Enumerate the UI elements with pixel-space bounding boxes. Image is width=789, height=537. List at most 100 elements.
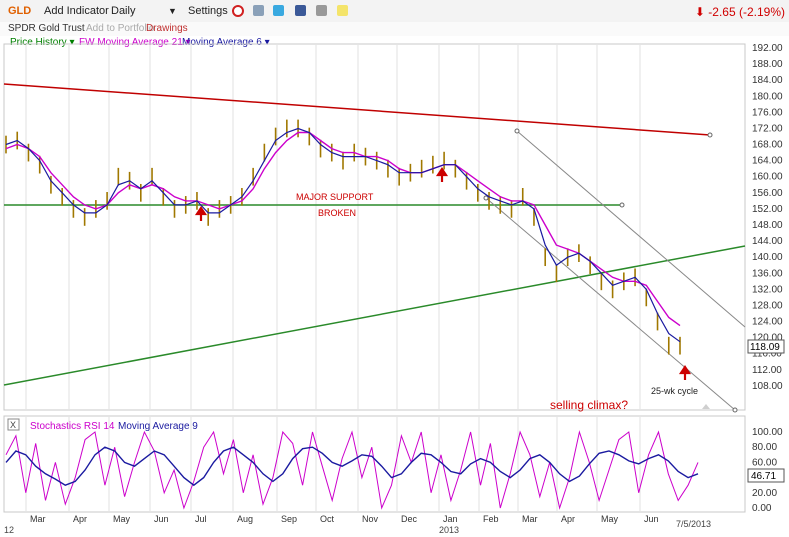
support-handle <box>619 202 625 208</box>
stoch-panel-frame <box>3 415 746 513</box>
red-resistance-trendline <box>3 83 711 136</box>
y-tick-label: 120.00 <box>752 333 783 344</box>
arrow-up-icon <box>678 365 692 380</box>
instrument-name: SPDR Gold Trust <box>8 23 85 34</box>
stoch-y-tick-label: 0.00 <box>752 503 772 514</box>
twitter-icon[interactable] <box>273 5 284 16</box>
stoch-rsi-legend[interactable]: Stochastics RSI 14 <box>30 421 115 432</box>
price-panel-frame <box>3 43 746 411</box>
major-support-label: MAJOR SUPPORT <box>296 192 374 202</box>
stoch-y-tick-label: 100.00 <box>752 427 783 438</box>
channel-handle-end <box>732 407 738 413</box>
interval-select[interactable]: Daily <box>111 5 136 17</box>
y-tick-label: 128.00 <box>752 300 783 311</box>
y-tick-label: 152.00 <box>752 204 783 215</box>
toolbar: GLD Add Indicator Daily ▼ Settings ⬇ -2.… <box>0 0 789 23</box>
stoch-y-tick-label: 40.00 <box>752 473 777 484</box>
legend-price-history[interactable]: Price History ▾ <box>10 37 75 48</box>
scroll-triangle-icon[interactable] <box>702 404 710 409</box>
vertical-gridlines <box>25 45 641 409</box>
sticky-note-icon[interactable] <box>337 5 348 16</box>
print-icon[interactable] <box>253 5 264 16</box>
y-tick-label: 112.00 <box>752 365 782 376</box>
arrow-up-icon <box>435 167 449 182</box>
price-y-axis: 192.00188.00184.00180.00176.00172.00168.… <box>752 43 783 392</box>
broken-label: BROKEN <box>318 208 356 218</box>
price-badge <box>747 339 785 354</box>
y-tick-label: 172.00 <box>752 123 783 134</box>
x-tick-label: Mar <box>30 514 46 524</box>
price-change: ⬇ -2.65 (-2.19%) <box>695 5 785 19</box>
x-axis: Mar Apr May Jun Jul Aug Sep Oct Nov Dec Jan Feb Mar A… <box>30 514 659 524</box>
price-change-value: -2.65 (-2.19%) <box>708 5 785 19</box>
stoch-ma-legend[interactable]: Moving Average 9 <box>118 421 198 432</box>
facebook-icon[interactable] <box>295 5 306 16</box>
date-label: 7/5/2013 <box>676 519 711 529</box>
y-tick-label: 140.00 <box>752 252 783 263</box>
settings-button[interactable]: Settings <box>188 5 228 17</box>
y-tick-label: 116.00 <box>752 349 782 360</box>
y-tick-label: 132.00 <box>752 284 783 295</box>
symbol-label[interactable]: GLD <box>8 5 32 17</box>
rising-green-trendline <box>3 245 746 386</box>
panel-close-button[interactable] <box>7 418 20 431</box>
alarm-clock-icon[interactable] <box>232 5 244 17</box>
stoch-badge-value: 46.71 <box>751 471 776 482</box>
y-tick-label: 136.00 <box>752 268 783 279</box>
x-tick-label: Aug <box>237 514 253 524</box>
price-legend: Price History ▾ FW Moving Average 21 ▾ M… <box>0 36 789 50</box>
x-tick-label: Dec <box>401 514 418 524</box>
x-tick-label: May <box>113 514 131 524</box>
y-tick-label: 124.00 <box>752 317 783 328</box>
x-tick-label: Apr <box>561 514 575 524</box>
selling-climax-label: selling climax? <box>550 398 628 412</box>
x-tick-label: May <box>601 514 619 524</box>
x-tick-label: Mar <box>522 514 538 524</box>
x-tick-label: Jul <box>195 514 207 524</box>
stoch-y-axis: 100.00 80.00 60.00 40.00 20.00 0.00 <box>752 427 783 514</box>
fw-ma21-line <box>5 131 681 327</box>
y-tick-label: 144.00 <box>752 236 783 247</box>
channel-lower-line <box>485 197 736 411</box>
y-tick-label: 168.00 <box>752 140 783 151</box>
y-tick-label: 188.00 <box>752 59 783 70</box>
y-tick-label: 180.00 <box>752 91 783 102</box>
legend-fw-ma21[interactable]: FW Moving Average 21 ▾ <box>79 37 191 48</box>
ma6-line <box>5 127 681 343</box>
x-tick-label: Feb <box>483 514 499 524</box>
add-indicator-button[interactable]: Add Indicator <box>44 5 109 17</box>
year-label: 2013 <box>439 525 459 535</box>
stoch-y-tick-label: 60.00 <box>752 457 777 468</box>
stoch-rsi-line <box>5 430 699 510</box>
stoch-gridlines <box>25 417 641 511</box>
camera-icon[interactable] <box>316 5 327 16</box>
y-tick-label: 148.00 <box>752 220 783 231</box>
x-tick-label: Jun <box>154 514 169 524</box>
close-icon[interactable]: X <box>10 420 16 430</box>
y-tick-label: 160.00 <box>752 172 783 183</box>
channel-handle-upper <box>514 128 520 134</box>
cycle-label: 25-wk cycle <box>651 386 698 396</box>
y-tick-label: 184.00 <box>752 75 783 86</box>
legend-ma6[interactable]: Moving Average 6 ▾ <box>182 37 270 48</box>
stoch-y-tick-label: 80.00 <box>752 442 777 453</box>
channel-upper-line <box>516 130 746 328</box>
trendline-handle <box>707 132 713 138</box>
down-arrow-icon: ⬇ <box>694 5 705 19</box>
drawings-link[interactable]: Drawings <box>146 23 188 34</box>
sub-toolbar: SPDR Gold Trust Add to Portfolio Drawing… <box>0 22 789 36</box>
x-tick-label: Jan <box>443 514 458 524</box>
y-tick-label: 156.00 <box>752 188 783 199</box>
price-badge-value: 118.09 <box>750 342 780 353</box>
chevron-down-icon[interactable]: ▼ <box>168 6 177 16</box>
arrow-up-icon <box>194 206 208 221</box>
y-tick-label: 164.00 <box>752 156 783 167</box>
stoch-y-tick-label: 20.00 <box>752 488 777 499</box>
add-to-portfolio-link[interactable]: Add to Portfolio <box>86 23 155 34</box>
y-tick-label: 176.00 <box>752 107 783 118</box>
y-tick-label: 108.00 <box>752 381 783 392</box>
channel-handle-lower <box>483 195 489 201</box>
price-bars <box>5 119 681 355</box>
stoch-badge <box>747 468 785 483</box>
